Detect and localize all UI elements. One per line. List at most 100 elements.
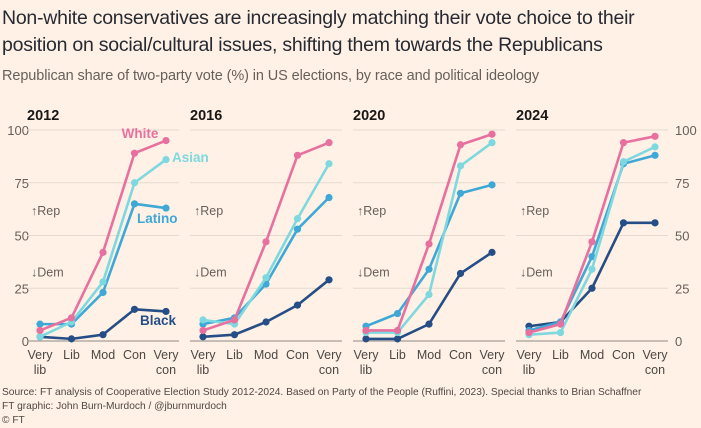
y-tick-right-75: 75 [675,176,689,191]
point-white-2012-3 [130,149,139,157]
annotation-dem-2012: ↓Dem [31,265,64,279]
point-latino-2012-0 [36,320,44,328]
point-white-2024-2 [588,238,596,246]
graphic-credit: FT graphic: John Burn-Murdoch / @jburnmu… [2,401,227,412]
point-asian-2016-0 [199,316,207,324]
x-tick-2016-0: Very lib [190,348,216,377]
point-black-2020-4 [488,248,496,256]
point-black-2016-3 [293,301,302,309]
point-white-2016-3 [293,151,302,159]
annotation-rep-2016: ↑Rep [194,204,223,218]
point-latino-2020-2 [425,265,433,273]
point-white-2024-0 [525,328,533,337]
point-white-2016-2 [262,238,270,246]
point-asian-2020-4 [488,139,496,147]
point-white-2016-4 [325,139,333,147]
point-asian-2024-1 [556,328,565,337]
series-label-white: White [122,126,159,141]
point-latino-2024-4 [651,151,659,159]
annotation-dem-2016: ↓Dem [194,265,227,279]
x-tick-2012-1: Lib [63,348,80,362]
point-black-2020-1 [393,335,402,343]
annotation-rep-2012: ↑Rep [31,204,60,218]
point-latino-2016-4 [325,193,333,202]
point-white-2016-0 [199,326,207,335]
point-white-2020-2 [425,240,433,248]
y-tick-left-50: 50 [15,229,29,244]
x-tick-2020-3: Con [449,348,472,362]
point-black-2016-1 [230,331,239,339]
copyright: © FT [2,415,25,426]
line-white-2016 [201,141,331,332]
x-tick-2016-4: Very con [316,348,342,377]
annotation-rep-2024: ↑Rep [520,204,549,218]
point-black-2020-3 [456,269,465,278]
panel-year-2024: 2024 [516,108,548,124]
x-tick-2012-4: Very con [153,348,179,377]
x-tick-2012-0: Very lib [27,348,53,377]
x-tick-2012-2: Mod [91,348,115,362]
point-latino-2016-3 [293,225,302,233]
y-tick-left-0: 0 [22,334,29,349]
line-asian-2020 [364,141,494,334]
point-black-2016-2 [262,318,270,326]
point-asian-2024-4 [651,143,659,151]
panel-year-2012: 2012 [27,108,59,124]
annotation-dem-2020: ↓Dem [357,265,390,279]
x-tick-2020-4: Very con [479,348,505,377]
x-tick-2016-1: Lib [226,348,243,362]
x-tick-2024-2: Mod [580,348,604,362]
point-asian-2016-4 [325,160,333,168]
point-asian-2012-0 [36,333,44,341]
point-white-2024-3 [619,139,628,147]
point-white-2016-1 [230,316,239,324]
point-black-2012-2 [99,331,107,339]
x-tick-2012-3: Con [123,348,146,362]
point-latino-2020-3 [456,189,465,197]
chart-subtitle: Republican share of two-party vote (%) i… [2,68,540,84]
y-tick-right-0: 0 [675,334,682,349]
x-tick-2024-1: Lib [552,348,569,362]
point-asian-2016-2 [262,274,270,282]
point-black-2020-0 [362,335,370,343]
point-latino-2020-4 [488,181,496,189]
x-tick-2016-3: Con [286,348,309,362]
x-tick-2020-0: Very lib [353,348,379,377]
point-black-2012-3 [130,305,139,313]
x-tick-2016-2: Mod [254,348,278,362]
x-tick-2020-2: Mod [417,348,441,362]
point-white-2024-4 [651,132,659,140]
point-latino-2020-1 [393,309,402,318]
series-label-black: Black [140,313,177,328]
point-black-2020-2 [425,320,433,328]
point-black-2024-4 [651,219,659,227]
x-tick-2020-1: Lib [389,348,406,362]
point-black-2024-2 [588,284,596,292]
point-asian-2020-2 [425,290,433,299]
point-asian-2012-3 [130,179,139,187]
panel-year-2016: 2016 [190,108,222,124]
point-asian-2012-4 [162,155,170,164]
panel-year-2020: 2020 [353,108,385,124]
point-white-2020-1 [393,326,402,335]
x-tick-2024-0: Very lib [516,348,542,377]
series-label-asian: Asian [172,150,209,165]
line-white-2020 [364,132,494,332]
x-tick-2024-3: Con [612,348,635,362]
point-white-2012-1 [67,314,76,322]
point-white-2012-4 [162,136,170,145]
point-white-2012-0 [36,326,44,335]
series-label-latino: Latino [137,211,178,226]
y-tick-left-25: 25 [15,281,29,296]
point-white-2024-1 [556,320,565,328]
point-latino-2012-2 [99,288,107,297]
point-white-2020-0 [362,326,370,335]
point-white-2020-3 [456,141,465,149]
annotation-dem-2024: ↓Dem [520,265,553,279]
x-tick-2024-4: Very con [642,348,668,377]
point-asian-2024-2 [588,265,596,273]
point-black-2016-0 [199,333,207,341]
point-latino-2012-3 [130,200,139,208]
annotation-rep-2020: ↑Rep [357,204,386,218]
